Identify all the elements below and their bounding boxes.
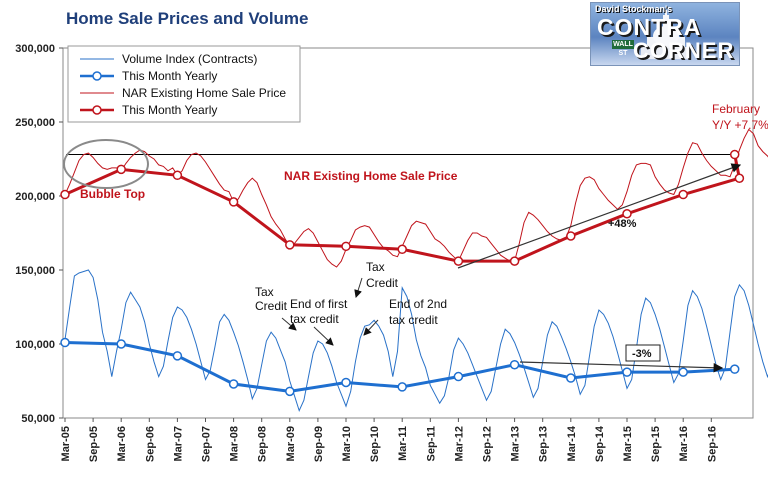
volume-yearly-point <box>172 351 183 361</box>
arrow-end-second <box>363 319 379 336</box>
logo-line2: CONTRA <box>597 14 702 40</box>
annotation-end-first-a: End of first <box>290 297 348 311</box>
y-tick-label: 150,000 <box>15 265 55 277</box>
x-tick-label: Mar-12 <box>453 426 465 461</box>
annotation-tax-credit-1b: Credit <box>255 299 288 313</box>
y-tick-label: 200,000 <box>15 191 55 203</box>
nar-yearly-point <box>729 149 740 160</box>
series-volume-line <box>64 269 768 412</box>
annotation-nar-label: NAR Existing Home Sale Price <box>284 169 458 183</box>
nar-yearly-point <box>734 173 745 183</box>
annotation-plus48: +48% <box>608 218 637 230</box>
volume-yearly-point <box>622 367 632 377</box>
nar-yearly-point <box>341 241 351 252</box>
nar-yearly-point <box>397 244 407 255</box>
legend-entry: This Month Yearly <box>122 69 217 83</box>
nar-yearly-point <box>285 240 295 250</box>
x-tick-label: Mar-05 <box>60 426 72 461</box>
series-nar-price-line <box>64 128 768 268</box>
annotation-tax-credit-1a: Tax <box>255 285 274 299</box>
legend-entry: This Month Yearly <box>122 103 217 117</box>
volume-yearly-point <box>678 367 688 377</box>
contra-corner-logo: David Stockman's CONTRA WALL ST CORNER <box>590 2 740 66</box>
x-tick-label: Sep-05 <box>88 426 100 462</box>
legend-swatch-marker <box>92 105 102 115</box>
annotation-end-first-b: tax credit <box>290 312 339 326</box>
capitol-icon <box>641 10 691 59</box>
nar-yearly-point <box>622 209 632 219</box>
annotation-bubble-top: Bubble Top <box>80 187 145 201</box>
arrow-tax-credit-1 <box>281 317 297 331</box>
x-tick-label: Mar-13 <box>510 426 522 461</box>
volume-yearly-point <box>285 386 295 397</box>
x-tick-label: Mar-10 <box>341 426 353 461</box>
volume-yearly-point <box>566 373 576 383</box>
x-tick-label: Sep-07 <box>201 426 213 462</box>
arrow-end-first <box>313 326 334 346</box>
x-tick-label: Sep-12 <box>482 426 494 462</box>
x-tick-label: Sep-11 <box>425 426 437 461</box>
y-tick-label: 300,000 <box>15 43 55 55</box>
x-tick-label: Mar-15 <box>622 426 634 461</box>
trend-arrow-price <box>457 163 742 269</box>
arrow-tax-credit-2 <box>354 277 363 298</box>
x-tick-label: Mar-16 <box>678 426 690 461</box>
y-tick-label: 100,000 <box>15 339 55 351</box>
volume-yearly-point <box>228 379 239 389</box>
annotation-minus3: -3% <box>632 348 652 360</box>
x-tick-label: Mar-06 <box>116 426 128 461</box>
volume-yearly-point <box>341 377 351 388</box>
trend-arrow-volume <box>519 361 724 373</box>
chart-title: Home Sale Prices and Volume <box>66 9 309 28</box>
annotation-tax-credit-2b: Credit <box>366 276 399 290</box>
legend-entry: NAR Existing Home Sale Price <box>122 86 286 100</box>
nar-yearly-point <box>678 189 688 200</box>
annotation-tax-credit-2a: Tax <box>366 260 385 274</box>
x-tick-label: Sep-08 <box>257 426 269 462</box>
x-tick-label: Mar-11 <box>397 426 409 461</box>
logo-line1: David Stockman's <box>595 4 673 14</box>
legend-entry: Volume Index (Contracts) <box>122 52 257 66</box>
x-tick-label: Sep-06 <box>144 426 156 462</box>
series-nar-yearly-line <box>64 154 742 263</box>
volume-yearly-point <box>60 337 70 348</box>
x-tick-label: Sep-15 <box>650 426 662 462</box>
y-tick-label: 50,000 <box>21 413 55 425</box>
volume-yearly-point <box>453 371 464 382</box>
x-tick-label: Mar-14 <box>566 425 578 461</box>
annotation-february: February <box>712 102 760 116</box>
x-tick-label: Mar-08 <box>229 426 241 461</box>
x-tick-label: Sep-10 <box>369 426 381 462</box>
y-tick-label: 250,000 <box>15 117 55 129</box>
x-tick-label: Sep-13 <box>538 426 550 462</box>
x-tick-label: Mar-09 <box>285 426 297 461</box>
nar-yearly-point <box>566 231 576 241</box>
minus3-box <box>625 344 661 362</box>
nar-yearly-point <box>116 164 126 175</box>
x-tick-label: Sep-09 <box>313 426 325 462</box>
legend-swatch-marker <box>92 71 102 81</box>
x-tick-label: Mar-07 <box>172 426 184 461</box>
logo-line3: CORNER <box>633 38 735 63</box>
volume-yearly-point <box>729 364 740 374</box>
nar-yearly-point <box>453 256 464 266</box>
nar-yearly-point <box>172 170 183 181</box>
bubble-top-ellipse <box>63 139 149 189</box>
volume-yearly-point <box>509 359 520 370</box>
annotation-yy: Y/Y +7.7% <box>712 118 768 132</box>
nar-yearly-point <box>228 197 239 207</box>
x-tick-label: Sep-16 <box>706 426 718 462</box>
annotation-end-second-a: End of 2nd <box>389 297 447 311</box>
volume-yearly-point <box>397 382 407 392</box>
x-tick-label: Sep-14 <box>594 425 606 462</box>
nar-yearly-point <box>60 189 70 200</box>
logo-street-sign: WALL ST <box>612 40 634 57</box>
nar-yearly-point <box>509 256 520 266</box>
annotation-end-second-b: tax credit <box>389 313 438 327</box>
volume-yearly-point <box>116 339 126 349</box>
